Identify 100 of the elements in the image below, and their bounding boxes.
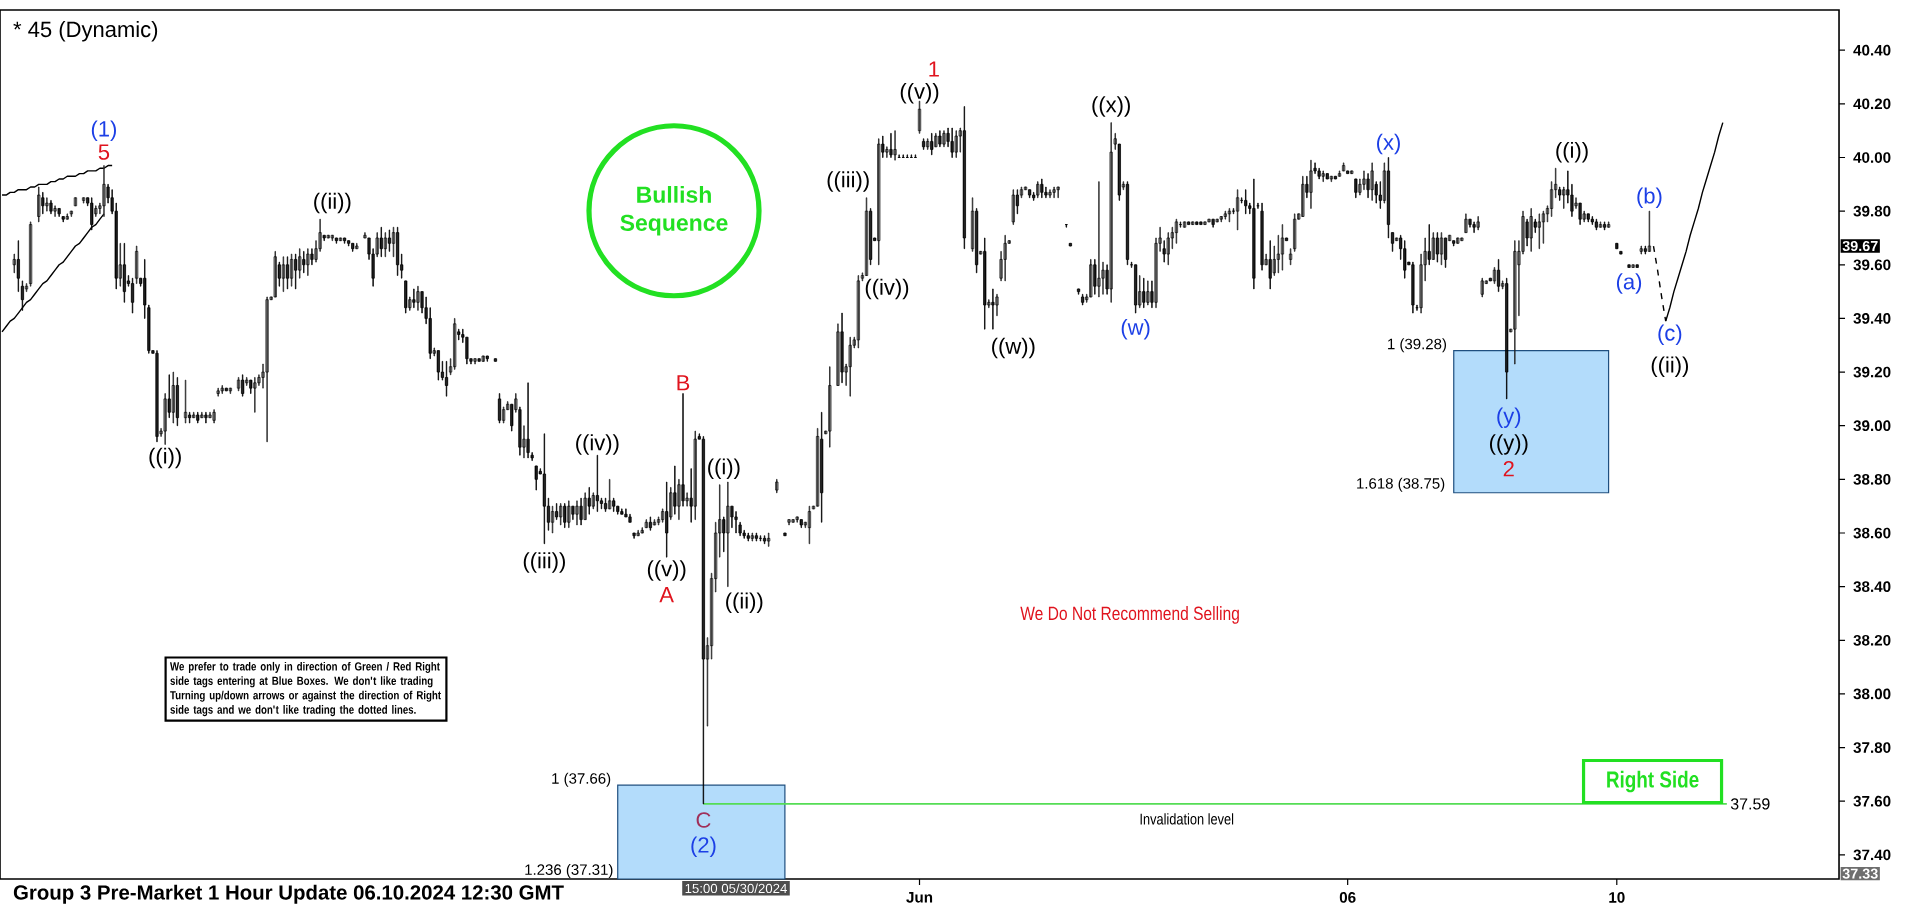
candlestick: [1048, 189, 1052, 199]
candlestick: [228, 387, 232, 394]
chart-title: * 45 (Dynamic): [13, 21, 158, 42]
candlestick: [1480, 277, 1484, 298]
annotation: ((ii)): [1651, 356, 1689, 377]
candlestick: [828, 366, 832, 448]
candlestick: [856, 275, 860, 349]
candlestick: [396, 226, 400, 276]
candlestick: [648, 516, 652, 531]
candlestick: [950, 127, 954, 158]
annotation: ((iii)): [523, 552, 565, 573]
candlestick: [1607, 221, 1611, 228]
annotation: ((iv)): [576, 434, 619, 455]
annotation: 1: [929, 61, 939, 77]
candlestick: [1529, 208, 1533, 252]
candlestick: [493, 358, 498, 362]
candlestick: [379, 226, 383, 258]
candlestick: [922, 138, 926, 150]
candlestick: [1464, 213, 1468, 233]
candlestick: [1146, 280, 1150, 306]
candlestick: [758, 535, 763, 542]
candlestick: [905, 154, 909, 158]
candlestick: [1390, 232, 1395, 252]
candlestick: [216, 387, 220, 397]
ref-line-label: 37.59: [1730, 798, 1770, 810]
y-tick-label: 38.60: [1853, 527, 1891, 539]
candlestick: [1235, 189, 1240, 231]
candlestick: [746, 532, 750, 542]
candlestick: [155, 350, 159, 443]
candlestick: [285, 256, 290, 290]
x-tick-label: 10: [1609, 892, 1625, 903]
candlestick: [404, 280, 408, 314]
candlestick: [1635, 264, 1639, 268]
annotation: (w): [1121, 318, 1150, 340]
candlestick: [241, 374, 245, 397]
annotation: 1.236 (37.31): [525, 863, 613, 878]
candlestick: [473, 358, 477, 365]
candlestick: [559, 503, 563, 526]
candlestick: [351, 242, 355, 252]
y-tick-label: 38.80: [1853, 473, 1891, 485]
candlestick: [1354, 178, 1358, 199]
annotation: ((iv)): [865, 278, 909, 300]
candlestick: [1350, 170, 1354, 174]
y-tick-label: 40.00: [1853, 152, 1891, 163]
candlestick: [65, 213, 69, 220]
candlestick: [436, 350, 440, 381]
candlestick: [1052, 186, 1056, 199]
y-tick-label: 38.20: [1853, 634, 1891, 646]
y-tick-label: 37.80: [1853, 742, 1891, 753]
candlestick: [1076, 288, 1081, 295]
candlestick: [1476, 216, 1480, 231]
candlestick: [1386, 157, 1391, 239]
annotation: 39.67: [1842, 240, 1878, 252]
candlestick: [1056, 186, 1060, 199]
candlestick: [534, 465, 538, 491]
candlestick: [877, 138, 881, 266]
candlestick: [326, 234, 330, 239]
annotation: Invalidation level: [1140, 813, 1234, 825]
candlestick: [273, 251, 277, 298]
candlestick: [1244, 189, 1248, 215]
candlestick: [848, 336, 852, 397]
candlestick: [497, 393, 502, 424]
candlestick: [1586, 213, 1590, 223]
candlestick: [1028, 189, 1032, 199]
candlestick: [1097, 181, 1101, 298]
annotation: ((ii)): [314, 192, 351, 214]
annotation: (2): [691, 836, 716, 858]
candlestick: [1268, 240, 1272, 290]
candlestick: [1602, 221, 1607, 231]
candlestick: [1537, 213, 1541, 250]
candlestick: [1594, 218, 1598, 231]
annotation: (b): [1637, 187, 1662, 208]
annotation: 5: [98, 144, 110, 160]
candlestick: [204, 411, 208, 424]
annotation: C: [696, 812, 711, 828]
candlestick: [1460, 237, 1464, 241]
candlestick: [991, 288, 995, 330]
y-tick-label: 39.00: [1853, 420, 1891, 432]
annotation: 1 (39.28): [1388, 338, 1447, 353]
candlestick: [1496, 259, 1501, 292]
candlestick: [726, 481, 730, 587]
candlestick: [306, 248, 310, 276]
annotation: We prefer to trade only in direction of Green / Red Right side tags entering at Blue Boxes. We don't like trading Turning up/down arrows or against the direction of Right side tags and we don't like trading the dotted lines.: [170, 661, 441, 717]
candlestick: [1199, 221, 1203, 225]
candlestick: [1036, 181, 1040, 199]
candlestick: [1211, 218, 1215, 228]
annotation: (1): [91, 120, 116, 141]
annotation: 1 (37.66): [552, 772, 611, 787]
annotation: (c): [1658, 324, 1682, 346]
y-tick-label: 37.40: [1853, 849, 1891, 861]
y-tick-label: 39.20: [1853, 366, 1891, 378]
candlestick: [1125, 181, 1130, 266]
candlestick: [575, 500, 579, 526]
candlestick: [281, 256, 285, 292]
y-tick-label: 39.40: [1853, 313, 1891, 324]
candlestick: [930, 133, 934, 156]
candlestick: [334, 237, 338, 244]
annotation: (a): [1616, 273, 1642, 294]
text: 15:00 05/30/2024: [685, 883, 787, 894]
candlestick: [1280, 224, 1284, 271]
